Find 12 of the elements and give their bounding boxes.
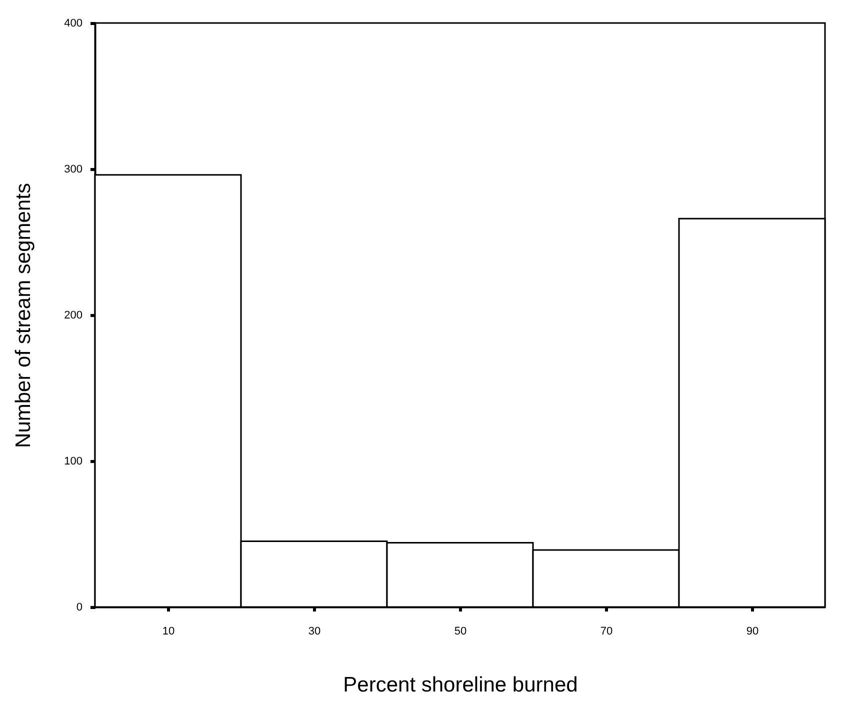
y-axis-title: Number of stream segments — [12, 183, 36, 448]
x-tick-label: 70 — [600, 626, 613, 638]
x-axis-title: Percent shoreline burned — [343, 674, 578, 696]
y-tick-label: 400 — [64, 18, 82, 30]
x-tick-label: 30 — [308, 626, 321, 638]
y-tick-label: 200 — [64, 310, 82, 322]
x-tick-label: 10 — [162, 626, 175, 638]
y-tick-label: 300 — [64, 164, 82, 176]
y-tick-label: 0 — [76, 602, 82, 614]
x-tick-label: 90 — [746, 626, 759, 638]
y-tick-label: 100 — [64, 456, 82, 468]
x-tick-label: 50 — [454, 626, 467, 638]
